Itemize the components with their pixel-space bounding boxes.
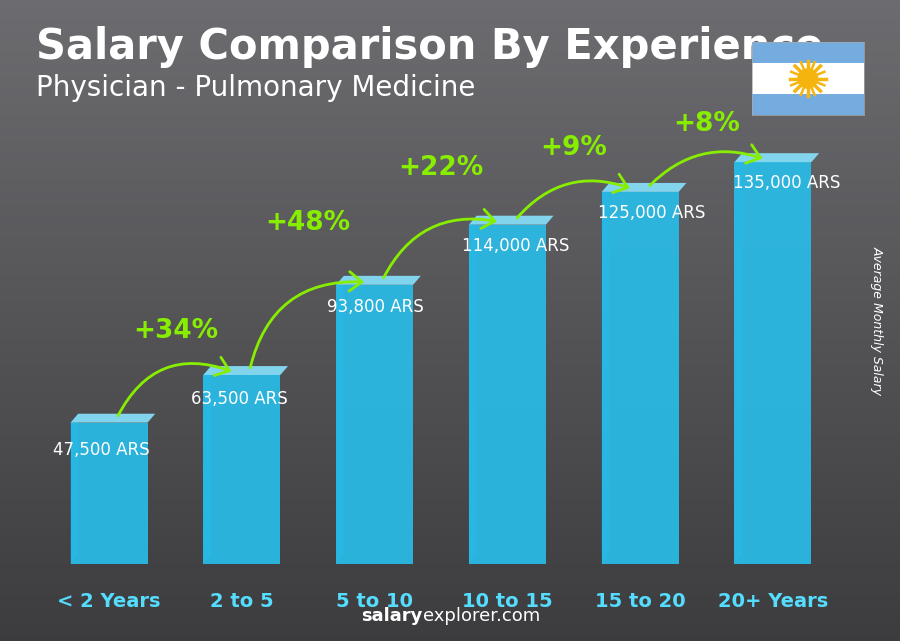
Polygon shape [336,276,421,285]
Text: 114,000 ARS: 114,000 ARS [463,237,570,254]
FancyArrowPatch shape [118,357,230,416]
Text: +34%: +34% [133,318,218,344]
Polygon shape [752,94,864,115]
Polygon shape [336,276,344,564]
Text: Average Monthly Salary: Average Monthly Salary [871,246,884,395]
Polygon shape [602,183,687,192]
Text: +9%: +9% [540,135,608,160]
Polygon shape [469,224,546,564]
Text: 125,000 ARS: 125,000 ARS [598,204,705,222]
Circle shape [801,72,814,85]
Polygon shape [203,366,211,564]
Polygon shape [203,375,280,564]
Text: explorer.com: explorer.com [423,607,540,625]
Text: 2 to 5: 2 to 5 [210,592,274,611]
Text: < 2 Years: < 2 Years [58,592,161,611]
FancyArrowPatch shape [250,272,362,368]
Text: 5 to 10: 5 to 10 [336,592,413,611]
Polygon shape [734,162,812,564]
Circle shape [798,69,817,88]
Text: 15 to 20: 15 to 20 [595,592,686,611]
Text: 10 to 15: 10 to 15 [462,592,553,611]
Text: 47,500 ARS: 47,500 ARS [53,440,150,458]
Polygon shape [602,192,679,564]
Polygon shape [752,42,864,63]
Polygon shape [734,153,742,564]
Text: Salary Comparison By Experience: Salary Comparison By Experience [36,26,824,68]
Text: salary: salary [362,607,423,625]
Text: 20+ Years: 20+ Years [718,592,828,611]
Polygon shape [469,216,554,224]
Polygon shape [70,422,148,564]
Polygon shape [203,366,288,375]
Text: +8%: +8% [673,111,740,137]
FancyArrowPatch shape [383,210,495,278]
FancyArrowPatch shape [517,174,627,218]
Text: 93,800 ARS: 93,800 ARS [327,298,424,316]
Polygon shape [336,285,413,564]
Text: +48%: +48% [266,210,351,235]
Polygon shape [602,183,609,564]
Text: +22%: +22% [399,155,483,181]
Polygon shape [70,413,78,564]
FancyArrowPatch shape [650,145,760,185]
Polygon shape [734,153,819,162]
Text: Physician - Pulmonary Medicine: Physician - Pulmonary Medicine [36,74,475,102]
Polygon shape [70,413,155,422]
Text: 63,500 ARS: 63,500 ARS [192,390,288,408]
Polygon shape [469,216,477,564]
Text: 135,000 ARS: 135,000 ARS [734,174,841,192]
